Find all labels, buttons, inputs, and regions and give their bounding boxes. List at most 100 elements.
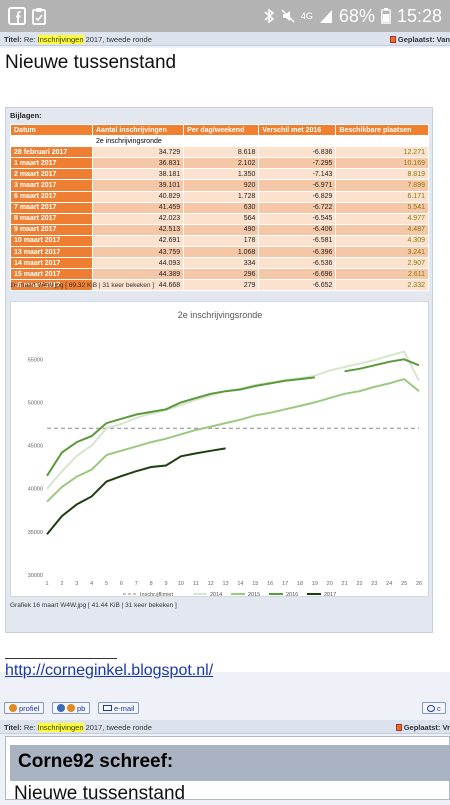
table-cell: 4.487 (335, 223, 429, 236)
table-cell: 3 maart 2017 (10, 179, 93, 192)
table-row: 13 maart 2017 43.759 1.068 -6.396 3.241 (10, 246, 429, 259)
table-cell: -6.836 (258, 146, 337, 159)
table-cell: -6.829 (258, 190, 337, 203)
table-cell: 9 maart 2017 (10, 223, 93, 236)
quote-label: c (437, 703, 441, 713)
table-cell: 44.389 (91, 268, 185, 281)
legend-label: 2014 (210, 592, 222, 598)
facebook-icon (8, 7, 26, 25)
table-cell: -6.652 (258, 279, 337, 292)
table-cell: 2.332 (335, 279, 429, 292)
data-table[interactable]: Datum Aantal inschrijvingen Per dag/week… (10, 123, 429, 292)
post-actions: profiel pb e-mail c (0, 700, 450, 716)
table-cell: 2 maart 2017 (10, 168, 93, 181)
table-row: 9 maart 2017 42.513 490 -6.406 4.487 (10, 223, 429, 236)
table-cell: 16 maart 2017 (10, 279, 93, 292)
y-tick-label: 35000 (28, 530, 43, 536)
quote-button[interactable]: c (422, 702, 446, 714)
table-cell: 490 (183, 223, 260, 236)
x-tick-label: 15 (252, 581, 258, 587)
table-cell: -6.396 (258, 246, 337, 259)
x-tick-label: 18 (297, 581, 303, 587)
network-type: 4G (300, 11, 313, 21)
table-row: 3 maart 2017 39.101 920 -6.971 7.899 (10, 179, 429, 192)
table-cell: 7.899 (335, 179, 429, 192)
table-row: 15 maart 2017 44.389 296 -6.696 2.611 (10, 268, 429, 281)
post-icon-2 (395, 724, 402, 731)
y-tick-label: 40000 (28, 487, 43, 493)
table-cell: 564 (183, 212, 260, 225)
attachments-box: Bijlagen: Datum Aantal inschrijvingen Pe… (5, 107, 433, 633)
y-tick-label: 45000 (28, 444, 43, 450)
chart[interactable]: 2e inschrijvingsronde 30000 35000 40000 4500… (10, 301, 429, 598)
table-cell: 42.023 (91, 212, 185, 225)
table-cell: 3.241 (335, 246, 429, 259)
y-tick-label: 30000 (28, 573, 43, 579)
table-cell: 42.691 (91, 234, 185, 248)
legend-label: 2017 (324, 592, 336, 598)
x-tick-label: 7 (135, 581, 138, 587)
table-cell: 630 (183, 201, 260, 214)
table-cell: 43.759 (91, 246, 185, 259)
x-tick-label: 11 (193, 581, 199, 587)
table-cell: 2.102 (183, 157, 260, 170)
x-tick-label: 1 (45, 581, 48, 587)
x-tick-label: 20 (327, 581, 333, 587)
table-cell: -6.545 (258, 212, 337, 225)
quote-author: Corne92 schreef: (10, 745, 450, 781)
x-tick-label: 24 (386, 581, 392, 587)
table-cell: 10.169 (335, 157, 429, 170)
x-tick-label: 3 (75, 581, 78, 587)
table-subheader: 2e inschrijvingsronde (92, 135, 429, 148)
signature-link[interactable]: http://corneginkel.blogspot.nl/ (5, 662, 214, 679)
x-tick-label: 21 (342, 581, 348, 587)
x-tick-label: 14 (237, 581, 243, 587)
email-button[interactable]: e-mail (98, 702, 140, 714)
chart-image-caption: Grafiek 16 maart W4W.jpg [ 41.44 KiB | 3… (10, 602, 177, 609)
post-title-bar: Titel: Re: Inschrijvingen 2017, tweede r… (0, 32, 450, 46)
table-cell: 13 maart 2017 (10, 246, 93, 259)
post-title-prefix: Re: (23, 35, 38, 44)
table-row: 7 maart 2017 41.459 630 -6.722 5.541 (10, 201, 429, 214)
series-line-2016 (46, 358, 420, 477)
table-cell: -6.722 (258, 201, 337, 214)
x-tick-label: 26 (416, 581, 422, 587)
y-tick-label: 50000 (28, 400, 43, 406)
table-header: Verschil met 2016 (258, 123, 337, 137)
table-cell: 1.068 (183, 246, 260, 259)
table-subheader-row: 2e inschrijvingsronde (10, 135, 429, 148)
table-cell: -6.536 (258, 257, 337, 270)
signature-divider (5, 658, 117, 659)
table-header: Beschikbare plaatsen (335, 123, 429, 137)
email-label: e-mail (114, 703, 135, 713)
post-title-suffix-2: 2017, tweede ronde (83, 723, 152, 732)
x-tick-label: 10 (178, 581, 184, 587)
table-cell: 279 (183, 279, 260, 292)
table-cell: 40.829 (91, 190, 185, 203)
table-cell: -6.696 (258, 268, 337, 281)
pm-button[interactable]: pb (52, 702, 91, 714)
table-cell: 1 maart 2017 (10, 157, 93, 170)
x-tick-label: 8 (150, 581, 153, 587)
series-line-2015 (46, 377, 420, 503)
x-tick-label: 16 (267, 581, 273, 587)
table-header-row: Datum Aantal inschrijvingen Per dag/week… (10, 123, 429, 137)
mute-icon (281, 9, 295, 23)
series-line-2017 (46, 447, 226, 535)
post-title-label: Titel: (4, 35, 22, 44)
table-header: Datum (10, 123, 93, 137)
quote-block: Corne92 schreef: Nieuwe tussenstand (5, 736, 450, 804)
posted-label: Geplaatst: Van (397, 35, 450, 44)
legend-label: Inschr.ijflimiet (140, 592, 173, 598)
table-cell (10, 135, 93, 148)
profile-button[interactable]: profiel (4, 702, 45, 714)
table-cell: 178 (183, 234, 260, 248)
post-title-highlight: Inschrijvingen (37, 35, 84, 44)
clipboard-icon (32, 8, 46, 25)
clock: 15:28 (396, 5, 442, 26)
post-title-highlight-2: Inschrijvingen (37, 723, 84, 732)
table-cell: 38.181 (91, 168, 185, 181)
table-cell: 334 (183, 257, 260, 270)
table-row: 2 maart 2017 38.181 1.350 -7.143 8.819 (10, 168, 429, 181)
table-cell: 15 maart 2017 (10, 268, 93, 281)
